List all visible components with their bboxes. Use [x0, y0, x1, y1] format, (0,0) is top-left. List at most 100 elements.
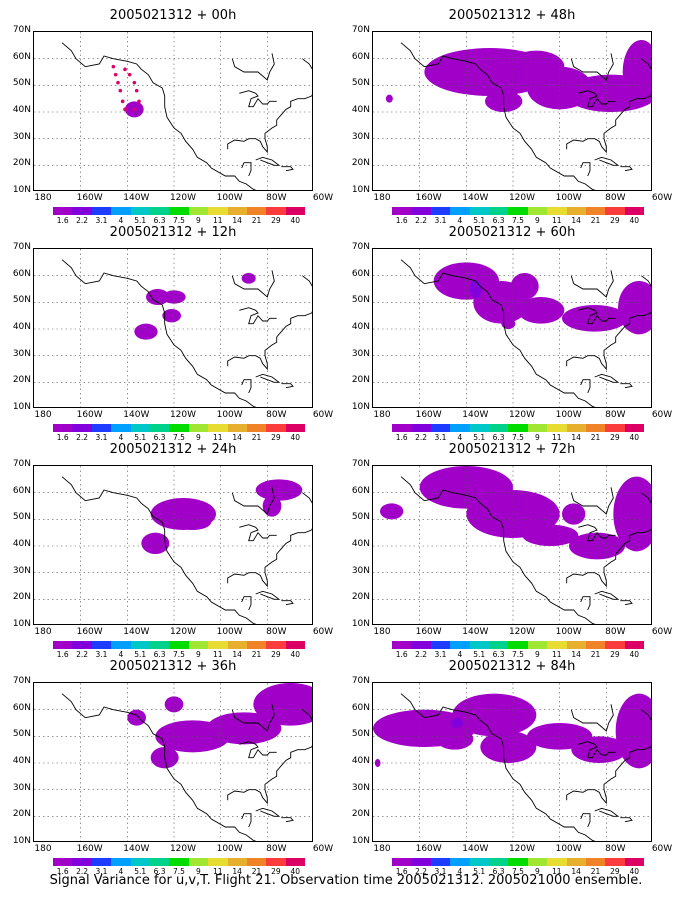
- panel-title: 2005021312 + 00h: [109, 8, 237, 23]
- colorbar-swatch: [169, 858, 189, 866]
- lon-tick-label: 180: [373, 193, 391, 203]
- colorbar-swatch: [72, 858, 92, 866]
- lat-tick-label: 10N: [351, 619, 370, 629]
- coastline: [641, 709, 651, 748]
- lon-tick-label: 140W: [123, 627, 150, 637]
- map-area: [372, 248, 652, 408]
- variance-region: [127, 709, 146, 726]
- lat-tick-label: 40N: [12, 756, 31, 766]
- coastline: [241, 379, 252, 394]
- coastline: [302, 492, 312, 531]
- coastline: [255, 590, 281, 600]
- colorbar-label: 6.3: [492, 216, 505, 225]
- colorbar-swatch: [508, 424, 528, 432]
- colorbar-swatch: [169, 207, 189, 215]
- variance-region: [452, 693, 537, 737]
- lat-tick-label: 20N: [12, 158, 31, 169]
- coastline: [231, 53, 275, 81]
- lat-tick-label: 30N: [12, 782, 31, 793]
- lon-tick-label: 60W: [651, 627, 673, 637]
- colorbar-label: 7.5: [512, 216, 524, 225]
- flight-track-point: [118, 88, 123, 93]
- lon-tick-label: 80W: [266, 844, 287, 854]
- colorbar-swatch: [111, 858, 131, 866]
- colorbar-swatch: [488, 424, 509, 432]
- lon-tick-label: 100W: [555, 193, 582, 203]
- lon-tick-label: 100W: [216, 410, 243, 420]
- colorbar-swatch: [130, 424, 150, 432]
- lat-tick-label: 10N: [12, 619, 31, 629]
- colorbar-label: 21: [590, 216, 601, 225]
- coastline: [400, 693, 596, 841]
- colorbar-swatch: [130, 207, 150, 215]
- colorbar-swatch: [450, 641, 470, 649]
- lat-tick-label: 50N: [12, 729, 31, 740]
- colorbar-label: 1.6: [56, 867, 69, 876]
- coastline: [594, 156, 620, 166]
- colorbar-swatch: [624, 641, 645, 649]
- colorbar: [392, 641, 645, 649]
- colorbar-label: 9: [534, 216, 540, 225]
- coastline: [239, 524, 277, 542]
- coastline: [239, 307, 277, 325]
- lon-tick-label: 120W: [169, 193, 197, 203]
- colorbar-swatch: [547, 424, 567, 432]
- colorbar-swatch: [527, 858, 548, 866]
- lat-tick-label: 20N: [12, 809, 31, 820]
- map-area: [33, 31, 313, 191]
- colorbar-swatch: [149, 858, 170, 866]
- colorbar-swatch: [547, 641, 567, 649]
- variance-region: [522, 524, 579, 546]
- flight-track-point: [123, 67, 127, 72]
- colorbar-swatch: [169, 641, 189, 649]
- colorbar-label: 3.1: [434, 650, 447, 659]
- colorbar-label: 3.1: [95, 433, 108, 442]
- flight-track-point: [132, 107, 137, 112]
- colorbar-label: 5.1: [473, 216, 486, 225]
- coastline: [255, 807, 281, 817]
- colorbar-label: 21: [251, 433, 262, 442]
- lon-tick-label: 80W: [605, 844, 626, 854]
- colorbar-swatch: [72, 641, 92, 649]
- map-panel: 2005021312 + 48h 70N 60N 50N 40N 30N 20N 10N 180…: [352, 8, 672, 225]
- colorbar-label: 5.1: [473, 650, 486, 659]
- coastline: [578, 524, 616, 542]
- lon-tick-label: 140W: [462, 193, 489, 203]
- colorbar-label: 2.2: [76, 433, 89, 442]
- map-area: [33, 465, 313, 625]
- lon-tick-label: 160W: [76, 410, 103, 420]
- colorbar-swatch: [227, 858, 247, 866]
- colorbar-label: 14: [232, 433, 242, 442]
- lon-tick-label: 160W: [76, 193, 103, 203]
- colorbar-label: 6.3: [492, 650, 505, 659]
- panel-title: 2005021312 + 84h: [448, 659, 576, 674]
- coastline: [620, 600, 633, 606]
- lon-tick-label: 80W: [605, 410, 626, 420]
- coastline: [594, 807, 620, 817]
- lon-tick-label: 100W: [555, 410, 582, 420]
- colorbar-label: 29: [271, 650, 281, 659]
- colorbar-label: 40: [290, 433, 301, 442]
- coastline: [302, 58, 312, 97]
- colorbar-swatch: [566, 858, 586, 866]
- coastline: [227, 746, 312, 805]
- coastline: [578, 307, 616, 325]
- colorbar-label: 9: [195, 650, 201, 659]
- coastline: [570, 270, 614, 298]
- lon-tick-label: 120W: [508, 410, 536, 420]
- colorbar-swatch: [227, 641, 247, 649]
- map-area: [372, 465, 652, 625]
- colorbar-label: 29: [610, 433, 620, 442]
- colorbar-label: 21: [590, 433, 601, 442]
- colorbar-label: 5.1: [473, 867, 486, 876]
- colorbar-label: 4: [118, 433, 124, 442]
- colorbar-swatch: [566, 207, 586, 215]
- colorbar-swatch: [430, 207, 451, 215]
- lat-tick-label: 70N: [12, 676, 31, 686]
- colorbar-swatch: [585, 424, 606, 432]
- coastline: [641, 492, 651, 531]
- variance-region: [510, 273, 539, 300]
- colorbar-label: 1.6: [395, 216, 408, 225]
- colorbar-label: 11: [212, 216, 223, 225]
- lat-tick-label: 30N: [12, 348, 31, 359]
